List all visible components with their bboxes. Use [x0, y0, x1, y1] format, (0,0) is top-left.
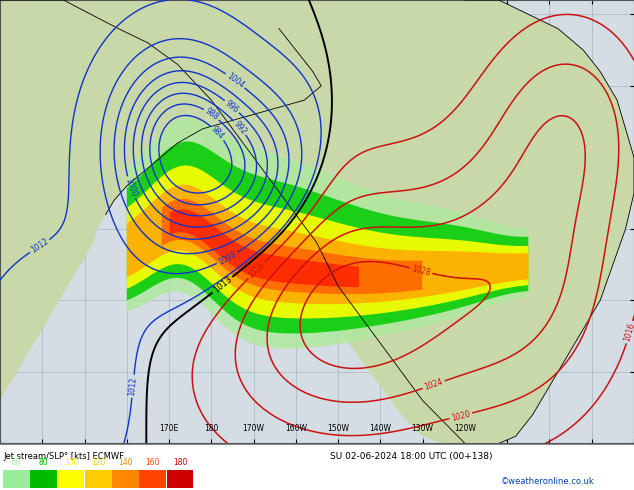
Text: 100: 100: [64, 458, 78, 466]
Text: 1016: 1016: [623, 322, 634, 343]
Text: 1008: 1008: [217, 249, 238, 267]
Text: SU 02-06-2024 18:00 UTC (00+138): SU 02-06-2024 18:00 UTC (00+138): [330, 452, 492, 461]
Polygon shape: [127, 166, 528, 318]
Polygon shape: [170, 209, 359, 287]
Polygon shape: [0, 0, 465, 443]
Text: 180: 180: [173, 458, 187, 466]
Text: 140: 140: [119, 458, 133, 466]
Text: 130W: 130W: [411, 424, 434, 433]
Text: 996: 996: [224, 98, 240, 115]
Text: Jet stream/SLP° [kts] ECMWF: Jet stream/SLP° [kts] ECMWF: [3, 452, 124, 461]
Bar: [139, 470, 166, 488]
Text: 1012: 1012: [127, 376, 138, 396]
Bar: [85, 470, 112, 488]
Text: 120: 120: [91, 458, 105, 466]
Text: 992: 992: [232, 120, 248, 136]
Text: 60: 60: [11, 458, 22, 466]
Bar: [167, 470, 193, 488]
Text: 80: 80: [39, 458, 49, 466]
Polygon shape: [127, 117, 528, 349]
Text: 1013: 1013: [211, 275, 233, 295]
Text: ©weatheronline.co.uk: ©weatheronline.co.uk: [501, 477, 595, 486]
Text: 180: 180: [204, 424, 219, 433]
Polygon shape: [465, 0, 634, 443]
Bar: [30, 470, 57, 488]
Bar: [112, 470, 139, 488]
Polygon shape: [127, 142, 528, 334]
Text: 1020: 1020: [450, 409, 471, 422]
Text: 1004: 1004: [224, 72, 245, 90]
Text: 160W: 160W: [285, 424, 307, 433]
Text: 170E: 170E: [159, 424, 179, 433]
Text: 1000: 1000: [124, 177, 138, 198]
Polygon shape: [127, 185, 528, 304]
Text: 1024: 1024: [424, 377, 444, 392]
Text: 120W: 120W: [454, 424, 476, 433]
Polygon shape: [0, 0, 321, 400]
Text: 150W: 150W: [327, 424, 349, 433]
Text: 1016: 1016: [247, 260, 267, 280]
Bar: [3, 470, 30, 488]
Text: 988: 988: [203, 107, 220, 122]
Text: 140W: 140W: [370, 424, 391, 433]
Text: 984: 984: [209, 125, 226, 142]
Text: 1012: 1012: [29, 237, 50, 255]
Text: 170W: 170W: [243, 424, 264, 433]
Bar: [58, 470, 84, 488]
Polygon shape: [162, 199, 422, 294]
Polygon shape: [0, 0, 465, 443]
Text: 160: 160: [146, 458, 160, 466]
Text: 1028: 1028: [411, 264, 432, 277]
